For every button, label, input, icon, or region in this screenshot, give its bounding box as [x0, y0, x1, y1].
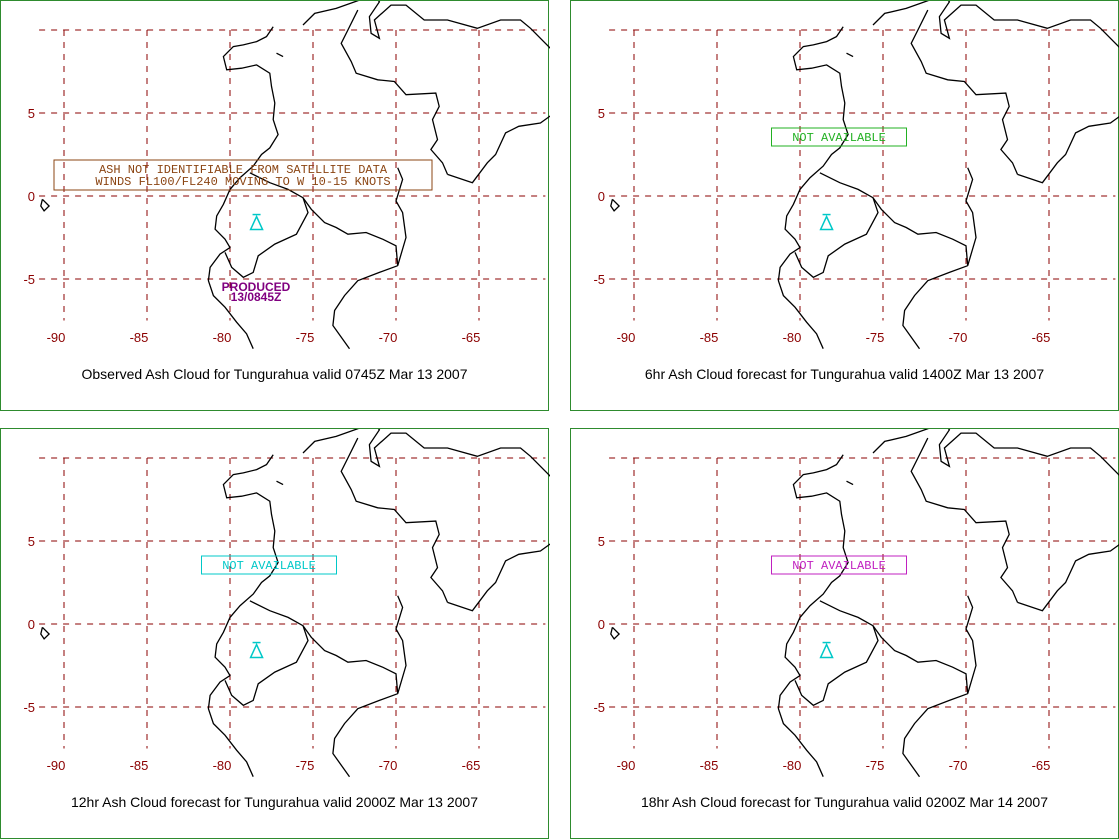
volcano-icon	[821, 217, 833, 230]
boundary-line-islandGal	[611, 199, 619, 211]
lon-tick-label: -75	[296, 758, 315, 773]
lat-tick-label: 5	[598, 106, 605, 121]
boundary-line-border1	[277, 53, 284, 56]
boundary-line-coastPacific	[778, 455, 848, 777]
panel-caption: Observed Ash Cloud for Tungurahua valid …	[1, 366, 548, 382]
boundary-line-borderColBra	[966, 596, 976, 694]
forecast-18hr-panel: -90 -85 -80 -75 -70 -65 5 0 -5 NOT AVAILABLE 18hr…	[570, 428, 1119, 839]
lon-tick-label: -65	[462, 758, 481, 773]
boundary-line-border1	[277, 481, 284, 484]
boundary-line-coastPacific	[208, 455, 278, 777]
boundary-line-borderEcuPer	[225, 198, 308, 278]
boundary-line-borderColVen	[911, 438, 1017, 602]
lat-tick-label: -5	[593, 700, 605, 715]
note-text: NOT AVAILABLE	[792, 559, 886, 573]
boundary-line-borderColBra	[966, 168, 976, 266]
boundary-line-borderVenBra	[448, 115, 551, 183]
lon-tick-label: -65	[1032, 758, 1051, 773]
lon-tick-label: -80	[783, 758, 802, 773]
lon-tick-label: -75	[866, 758, 885, 773]
map-12hr: -90 -85 -80 -75 -70 -65 5 0 -5 NOT AVAILABLE	[1, 429, 550, 840]
boundary-line-borderColVen	[341, 438, 447, 602]
boundary-line-borderVenBra	[1018, 115, 1119, 183]
volcano-icon	[251, 645, 263, 658]
boundary-line-borderEcuPer	[795, 626, 878, 706]
boundary-line-borderColBra	[396, 168, 406, 266]
lat-tick-label: -5	[23, 700, 35, 715]
lat-tick-label: 0	[598, 617, 605, 632]
lat-tick-label: 5	[28, 106, 35, 121]
boundary-line-border1	[847, 481, 854, 484]
lon-tick-label: -90	[617, 758, 636, 773]
lon-tick-label: -85	[700, 758, 719, 773]
lon-tick-label: -85	[130, 758, 149, 773]
lat-tick-label: 5	[598, 534, 605, 549]
lat-tick-label: -5	[23, 272, 35, 287]
produced-stamp: 13/0845Z	[231, 290, 282, 304]
lon-tick-label: -65	[1032, 330, 1051, 345]
panel-caption: 6hr Ash Cloud forecast for Tungurahua va…	[571, 366, 1118, 382]
lat-tick-label: 0	[28, 617, 35, 632]
boundary-line-coastPacific	[778, 27, 848, 349]
panel-caption: 18hr Ash Cloud forecast for Tungurahua v…	[571, 794, 1118, 810]
boundary-line-borderColVen	[341, 10, 447, 174]
boundary-line-borderVenBra	[448, 543, 551, 611]
map-6hr: -90 -85 -80 -75 -70 -65 5 0 -5 NOT AVAILABLE	[571, 1, 1119, 412]
boundary-line-borderColBra	[396, 596, 406, 694]
boundary-line-islandGal	[41, 199, 49, 211]
lon-tick-label: -65	[462, 330, 481, 345]
lat-tick-label: 5	[28, 534, 35, 549]
boundary-line-borderEcuPer	[225, 626, 308, 706]
boundary-line-borderVenBra	[1018, 543, 1119, 611]
lon-tick-label: -80	[213, 758, 232, 773]
note-text: WINDS FL100/FL240 MOVING TO W 10-15 KNOT…	[95, 175, 390, 189]
boundary-line-coastCaribbean	[303, 1, 550, 55]
boundary-line-islandGal	[611, 627, 619, 639]
lon-tick-label: -70	[949, 330, 968, 345]
note-text: NOT AVAILABLE	[222, 559, 316, 573]
lon-tick-label: -75	[296, 330, 315, 345]
boundary-line-borderColEcu	[250, 601, 398, 694]
boundary-line-borderColEcu	[820, 173, 968, 266]
lon-tick-label: -90	[47, 758, 66, 773]
lat-tick-label: 0	[598, 189, 605, 204]
volcano-icon	[821, 645, 833, 658]
boundary-line-coastCaribbean	[873, 1, 1119, 55]
note-text: NOT AVAILABLE	[792, 131, 886, 145]
lon-tick-label: -75	[866, 330, 885, 345]
boundary-line-borderColEcu	[820, 601, 968, 694]
boundary-line-borderEcuPer	[795, 198, 878, 278]
lon-tick-label: -90	[617, 330, 636, 345]
lon-tick-label: -90	[47, 330, 66, 345]
map-18hr: -90 -85 -80 -75 -70 -65 5 0 -5 NOT AVAILABLE	[571, 429, 1119, 840]
boundary-line-islandGal	[41, 627, 49, 639]
boundary-line-border1	[847, 53, 854, 56]
lon-tick-label: -70	[379, 758, 398, 773]
forecast-12hr-panel: -90 -85 -80 -75 -70 -65 5 0 -5 NOT AVAILABLE 12hr…	[0, 428, 549, 839]
lon-tick-label: -85	[130, 330, 149, 345]
lat-tick-label: 0	[28, 189, 35, 204]
lat-tick-label: -5	[593, 272, 605, 287]
lon-tick-label: -80	[213, 330, 232, 345]
volcano-icon	[251, 217, 263, 230]
lon-tick-label: -80	[783, 330, 802, 345]
lon-tick-label: -70	[949, 758, 968, 773]
boundary-line-coastCaribbean	[303, 429, 550, 483]
lon-tick-label: -70	[379, 330, 398, 345]
forecast-6hr-panel: -90 -85 -80 -75 -70 -65 5 0 -5 NOT AVAILABLE 6hr …	[570, 0, 1119, 411]
boundary-line-coastCaribbean	[873, 429, 1119, 483]
lon-tick-label: -85	[700, 330, 719, 345]
boundary-line-borderColVen	[911, 10, 1017, 174]
panel-caption: 12hr Ash Cloud forecast for Tungurahua v…	[1, 794, 548, 810]
